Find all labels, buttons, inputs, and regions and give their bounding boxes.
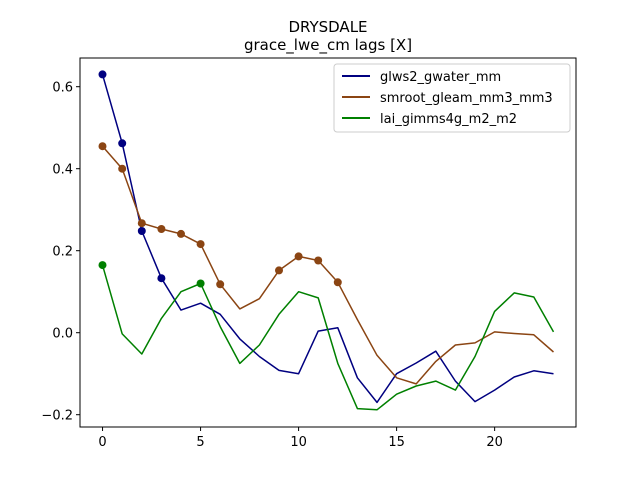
- data-point: [137, 227, 146, 235]
- series-line-smroot_gleam_mm3_mm3: [101, 145, 554, 385]
- legend-frame: [333, 63, 571, 133]
- y-tick-label: 0.6: [52, 81, 73, 96]
- data-point: [98, 261, 107, 270]
- x-tick-label: 15: [388, 435, 405, 450]
- data-point: [98, 70, 107, 79]
- series-line-lai_gimms4g_m2_m2: [101, 264, 555, 411]
- y-tick-label: 0.0: [52, 327, 73, 342]
- data-point: [294, 252, 303, 261]
- legend-entry: smroot_gleam_mm3_mm3: [380, 91, 553, 106]
- legend-entry: glws2_gwater_mm: [380, 70, 501, 85]
- data-point: [216, 280, 225, 289]
- data-point: [314, 256, 323, 265]
- data-point: [196, 279, 205, 288]
- x-tick-label: 10: [290, 435, 307, 450]
- x-tick-label: 5: [196, 435, 204, 450]
- data-point: [118, 164, 127, 173]
- plot-area: [98, 70, 555, 411]
- data-point: [196, 240, 205, 249]
- data-point: [137, 219, 146, 228]
- y-tick-label: 0.4: [52, 163, 73, 178]
- legend: glws2_gwater_mm smroot_gleam_mm3_mm3 lai_g…: [333, 63, 571, 133]
- data-point: [157, 274, 166, 283]
- chart-title: DRYSDALE: [288, 18, 367, 36]
- data-point: [98, 142, 107, 151]
- y-tick-label: 0.2: [52, 245, 73, 260]
- data-point: [275, 266, 283, 275]
- data-point: [157, 225, 166, 233]
- chart-subtitle: grace_lwe_cm lags [X]: [244, 36, 412, 55]
- legend-entry: lai_gimms4g_m2_m2: [380, 112, 517, 127]
- x-tick-label: 20: [486, 435, 503, 450]
- data-point: [177, 229, 185, 238]
- data-point: [118, 139, 127, 148]
- axes-frame: [79, 57, 577, 428]
- data-point: [333, 278, 342, 287]
- x-tick-label: 0: [98, 435, 106, 450]
- y-tick-label: −0.2: [41, 409, 73, 424]
